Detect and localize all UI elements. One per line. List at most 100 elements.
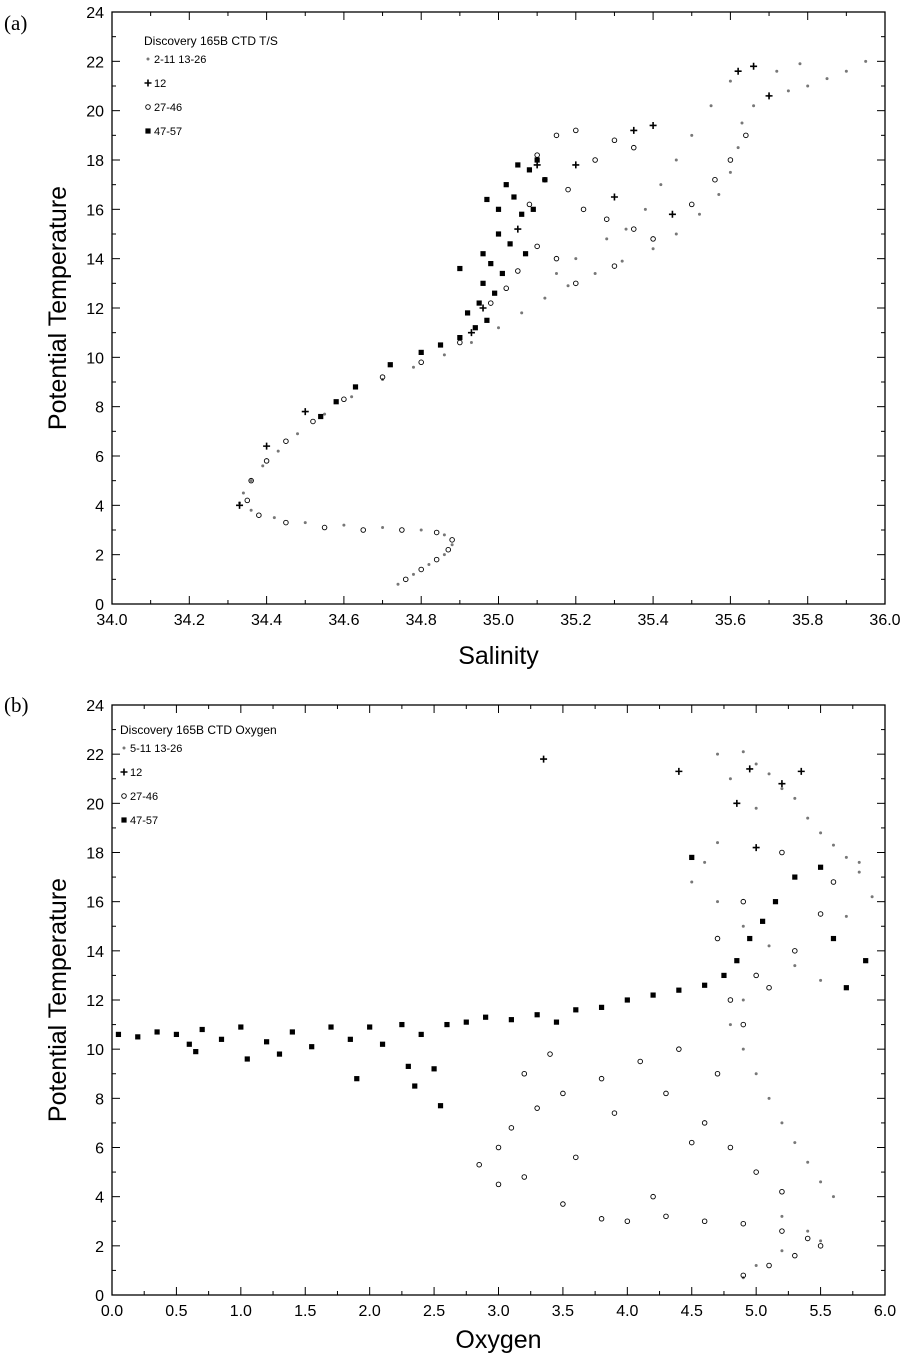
panel-a-point-circle <box>433 556 440 563</box>
panel-a-point-dot <box>728 79 732 83</box>
panel-a-y-tick-label: 2 <box>95 548 104 565</box>
panel-a-point-dot <box>419 528 423 532</box>
panel-a-point-dot <box>624 227 628 231</box>
panel-a-point-square <box>318 413 324 420</box>
panel-a-point-circle <box>248 477 254 484</box>
panel-a-point-dot <box>844 69 848 73</box>
panel-b-x-tick-label: 5.5 <box>809 1303 831 1320</box>
panel-a-point-square <box>480 251 486 257</box>
panel-a-point-square <box>515 162 521 168</box>
panel-b-point-square <box>843 985 849 991</box>
panel-a-point-dot <box>303 521 307 525</box>
panel-b-point-square <box>760 918 766 924</box>
panel-a-point-circle <box>580 206 587 213</box>
panel-a-point-dot <box>674 158 678 162</box>
panel-a-point-circle <box>360 527 366 533</box>
panel-a-point-dot <box>296 432 300 436</box>
panel-b-point-square <box>347 1036 353 1042</box>
panel-b-point-dot <box>831 843 835 847</box>
panel-b-y-tick-label: 14 <box>86 944 104 961</box>
panel-b-x-tick-label: 6.0 <box>874 1303 896 1320</box>
panel-b-legend-marker-square <box>121 817 127 823</box>
panel-b-point-circle <box>689 1139 695 1146</box>
panel-a-point-dot <box>651 247 655 251</box>
panel-a-point-dot <box>469 341 473 345</box>
panel-a-y-tick-label: 12 <box>86 301 104 318</box>
panel-a-point-circle <box>515 268 521 274</box>
panel-a-point-dot <box>276 449 280 453</box>
panel-a-point-square <box>418 349 424 355</box>
panel-a-point-dot <box>728 170 732 174</box>
panel-b-point-dot <box>831 1195 835 1199</box>
panel-b-y-tick-label: 8 <box>95 1091 104 1108</box>
panel-b-label: (b) <box>4 693 29 717</box>
panel-b-point-dot <box>767 772 771 776</box>
panel-a-point-circle <box>611 137 618 144</box>
panel-b-point-circle <box>740 898 747 905</box>
panel-b-legend-label: 12 <box>130 767 142 779</box>
panel-b-point-square <box>598 1004 605 1010</box>
panel-a-legend-label: 2-11 13-26 <box>154 54 206 66</box>
panel-b-point-dot <box>741 998 745 1002</box>
panel-a-point-square <box>457 265 463 272</box>
panel-b-point-circle <box>740 1272 747 1279</box>
panel-b-x-tick-label: 2.5 <box>423 1303 445 1320</box>
panel-b-x-tick-label: 2.0 <box>359 1303 381 1320</box>
panel-a-point-square <box>437 342 444 348</box>
panel-b-point-square <box>412 1083 418 1089</box>
panel-b-point-square <box>193 1049 199 1055</box>
panel-a-point-circle <box>603 216 610 222</box>
panel-a-point-dot <box>717 193 721 197</box>
panel-b-point-square <box>354 1076 360 1082</box>
panel-a-point-circle <box>611 263 618 269</box>
panel-a-point-dot <box>381 526 385 530</box>
panel-a-point-dot <box>775 69 779 73</box>
panel-a-point-dot <box>350 395 354 399</box>
panel-b-series-plus <box>540 755 805 852</box>
panel-a-point-circle <box>310 418 316 425</box>
panel-a-point-circle <box>534 243 540 250</box>
panel-b-point-dot <box>741 924 745 928</box>
panel-a-point-square <box>484 317 490 323</box>
panel-a-point-circle <box>283 438 289 444</box>
panel-b-point-circle <box>753 972 759 979</box>
panel-a-y-tick-label: 24 <box>86 5 104 22</box>
panel-b-point-circle <box>766 984 772 991</box>
panel-a-point-plus <box>467 329 475 337</box>
panel-b-point-dot <box>754 806 758 810</box>
panel-a-point-dot <box>690 133 694 137</box>
panel-b-y-tick-label: 24 <box>86 698 104 715</box>
panel-a-point-square <box>464 310 471 316</box>
panel-b-point-square <box>309 1044 315 1050</box>
panel-a-point-dot <box>442 533 446 537</box>
panel-b-y-tick-label: 10 <box>86 1042 104 1059</box>
panel-a-point-square <box>492 290 498 296</box>
panel-b-point-square <box>135 1034 141 1040</box>
panel-b-point-square <box>276 1051 283 1057</box>
panel-a-point-dot <box>450 543 454 547</box>
panel-b-point-square <box>444 1021 450 1028</box>
panel-b-point-square <box>289 1029 295 1035</box>
panel-a-point-plus <box>765 92 773 100</box>
panel-a-point-plus <box>734 67 742 75</box>
panel-a-point-square <box>530 206 536 212</box>
panel-b-point-dot <box>780 1214 784 1218</box>
panel-b-point-circle <box>714 935 721 942</box>
panel-b-x-tick-label: 1.5 <box>294 1303 316 1320</box>
panel-b-point-circle <box>650 1193 656 1200</box>
panel-a-y-tick-label: 22 <box>86 54 104 71</box>
panel-b-point-circle <box>611 1110 618 1116</box>
panel-a-y-tick-label: 4 <box>95 498 104 515</box>
panel-b-y-tick-label: 12 <box>86 993 104 1010</box>
panel-b-point-circle <box>830 879 837 885</box>
panel-a-point-circle <box>263 458 270 464</box>
panel-b-series-dot <box>690 750 874 1280</box>
panel-a-legend-marker-circle <box>145 104 151 110</box>
panel-a-y-tick-label: 18 <box>86 153 104 170</box>
panel-b-point-square <box>173 1031 180 1038</box>
panel-b-point-square <box>534 1012 540 1018</box>
panel-b-point-square <box>437 1103 444 1109</box>
panel-b-x-tick-label: 3.5 <box>552 1303 574 1320</box>
panel-a-point-square <box>476 300 482 306</box>
